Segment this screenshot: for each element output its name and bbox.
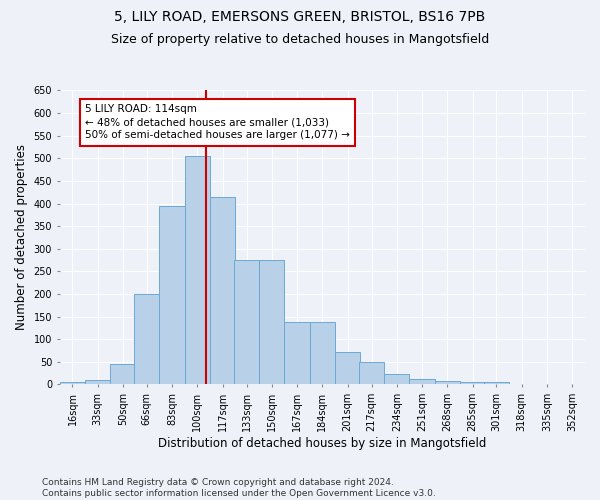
Text: Contains HM Land Registry data © Crown copyright and database right 2024.
Contai: Contains HM Land Registry data © Crown c… [42, 478, 436, 498]
Y-axis label: Number of detached properties: Number of detached properties [15, 144, 28, 330]
Bar [359, 362, 384, 384]
Bar [484, 382, 509, 384]
Bar [335, 352, 361, 384]
Bar [435, 381, 460, 384]
Bar [384, 374, 409, 384]
Bar [210, 197, 235, 384]
Bar [310, 322, 335, 384]
Bar [134, 294, 160, 384]
Bar [259, 260, 284, 384]
Bar [160, 206, 185, 384]
Bar [234, 260, 259, 384]
Text: 5, LILY ROAD, EMERSONS GREEN, BRISTOL, BS16 7PB: 5, LILY ROAD, EMERSONS GREEN, BRISTOL, B… [115, 10, 485, 24]
Text: Size of property relative to detached houses in Mangotsfield: Size of property relative to detached ho… [111, 32, 489, 46]
Bar [60, 382, 85, 384]
Bar [110, 364, 136, 384]
Bar [85, 380, 110, 384]
X-axis label: Distribution of detached houses by size in Mangotsfield: Distribution of detached houses by size … [158, 437, 487, 450]
Text: 5 LILY ROAD: 114sqm
← 48% of detached houses are smaller (1,033)
50% of semi-det: 5 LILY ROAD: 114sqm ← 48% of detached ho… [85, 104, 350, 141]
Bar [185, 156, 210, 384]
Bar [284, 322, 310, 384]
Bar [460, 382, 485, 384]
Bar [409, 378, 435, 384]
